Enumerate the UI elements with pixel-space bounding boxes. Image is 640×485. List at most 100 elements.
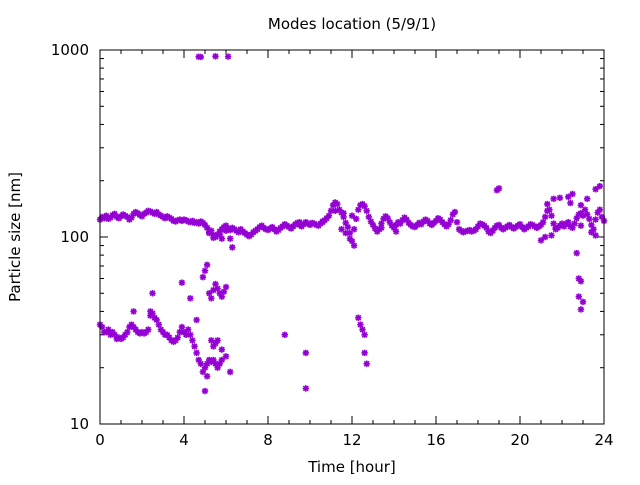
data-point <box>201 267 209 274</box>
data-point <box>332 207 339 215</box>
data-point <box>302 385 309 392</box>
data-point <box>539 218 547 226</box>
data-point <box>348 212 356 219</box>
x-tick-label: 8 <box>263 431 273 449</box>
data-point <box>357 321 364 328</box>
data-point <box>178 323 186 331</box>
data-point <box>586 215 593 223</box>
data-point <box>579 298 587 306</box>
y-axis-label: Particle size [nm] <box>6 172 24 302</box>
data-point <box>302 349 309 357</box>
data-point <box>124 328 131 336</box>
data-point <box>214 337 221 344</box>
data-point <box>193 349 200 357</box>
data-point <box>346 235 354 242</box>
data-point <box>577 278 585 285</box>
data-point <box>147 308 154 315</box>
data-point <box>222 283 230 291</box>
data-point <box>212 53 219 60</box>
data-point <box>208 295 215 302</box>
data-point <box>191 343 198 350</box>
x-tick-label: 20 <box>510 431 529 449</box>
data-point <box>227 235 234 242</box>
data-point <box>451 208 459 216</box>
data-point <box>178 279 186 286</box>
data-point <box>571 220 578 227</box>
data-point <box>350 226 358 233</box>
data-point <box>592 232 599 239</box>
data-point <box>544 200 551 208</box>
data-point <box>229 244 236 251</box>
data-point <box>363 207 370 215</box>
data-point <box>361 349 368 357</box>
data-point <box>208 337 215 344</box>
data-point <box>392 228 400 235</box>
data-point <box>361 331 368 338</box>
x-axis-label: Time [hour] <box>307 458 396 476</box>
data-point <box>542 233 549 241</box>
data-point <box>218 346 225 353</box>
axis-tick-labels: 0 4 8 12 16 20 24 10 100 1000 <box>51 41 614 449</box>
data-point <box>584 195 591 203</box>
data-point <box>281 331 288 338</box>
data-point <box>548 232 555 239</box>
data-point <box>218 235 225 242</box>
data-point <box>548 212 555 219</box>
data-point <box>569 190 576 198</box>
data-point <box>296 218 303 226</box>
data-point <box>577 222 585 229</box>
data-point <box>355 314 362 321</box>
data-point <box>359 326 366 333</box>
data-point <box>592 216 599 223</box>
data-point <box>344 223 351 231</box>
data-point <box>556 194 564 202</box>
data-point <box>193 316 200 324</box>
data-point <box>145 326 152 333</box>
data-point <box>130 308 137 315</box>
data-point <box>155 321 162 328</box>
y-tick-label: 100 <box>60 228 89 246</box>
data-points <box>96 53 608 395</box>
data-point <box>199 273 207 281</box>
data-point <box>378 224 385 231</box>
data-point <box>350 242 358 249</box>
data-point <box>334 200 341 208</box>
data-point <box>197 360 204 367</box>
data-point <box>577 306 585 313</box>
data-point <box>577 201 585 209</box>
axis-ticks <box>99 49 605 425</box>
data-point <box>546 206 553 213</box>
data-point <box>222 227 230 234</box>
x-tick-label: 24 <box>594 431 613 449</box>
x-tick-label: 0 <box>95 431 105 449</box>
y-tick-label: 10 <box>70 415 89 433</box>
chart-title: Modes location (5/9/1) <box>268 15 436 33</box>
plot-frame <box>99 49 605 425</box>
x-tick-label: 4 <box>179 431 189 449</box>
data-point <box>227 368 234 376</box>
data-point <box>596 206 603 213</box>
data-point <box>197 53 204 61</box>
data-point <box>567 199 574 207</box>
data-point <box>224 53 232 60</box>
y-tick-label: 1000 <box>51 41 89 59</box>
data-point <box>340 210 347 217</box>
data-point <box>206 229 213 236</box>
data-point <box>596 182 603 190</box>
x-tick-label: 12 <box>342 431 361 449</box>
data-point <box>218 293 225 300</box>
data-point <box>325 212 333 219</box>
data-point <box>222 353 230 360</box>
data-point <box>447 216 454 224</box>
data-point <box>575 293 582 300</box>
data-point <box>203 261 211 269</box>
data-point <box>187 295 194 302</box>
data-point <box>187 331 194 338</box>
data-point <box>363 360 370 367</box>
data-point <box>189 337 196 344</box>
data-point <box>579 212 587 219</box>
x-tick-label: 16 <box>426 431 445 449</box>
data-point <box>185 326 192 333</box>
